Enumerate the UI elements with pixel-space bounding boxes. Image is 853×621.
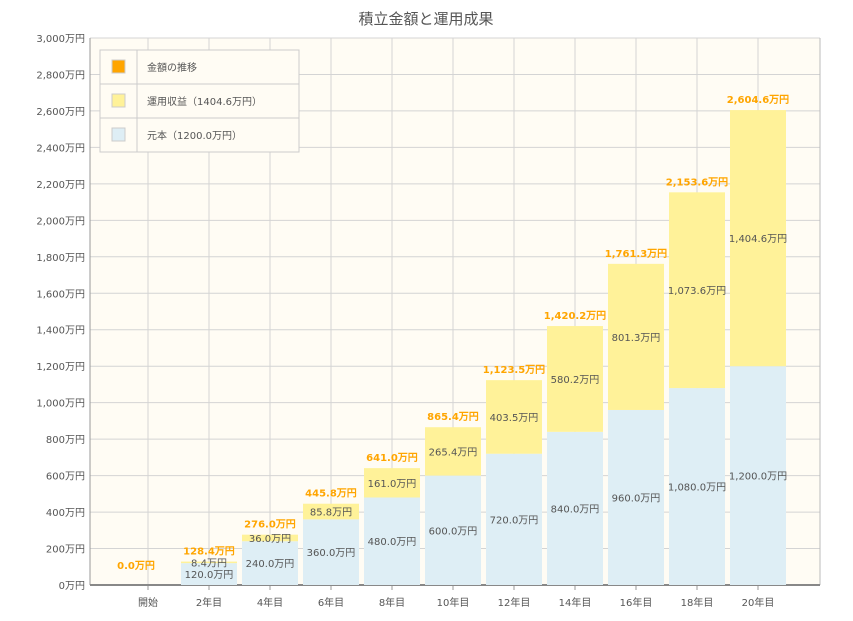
legend-swatch (111, 59, 126, 74)
x-tick-label: 10年目 (437, 596, 470, 609)
x-tick-label: 6年目 (318, 596, 344, 609)
bar-principal (669, 388, 725, 585)
y-tick-label: 2,400万円 (36, 143, 85, 154)
bar-principal (364, 497, 420, 585)
data-label-total: 865.4万円 (427, 411, 479, 423)
data-label-total: 641.0万円 (366, 452, 418, 464)
data-label-gain: 1,404.6万円 (729, 234, 787, 245)
x-tick-label: 16年目 (620, 596, 653, 609)
y-tick-label: 0万円 (59, 581, 85, 592)
data-label-gain: 265.4万円 (429, 447, 478, 458)
legend-label: 金額の推移 (147, 61, 197, 74)
bar-gain (364, 468, 420, 498)
x-tick-label: 12年目 (498, 596, 531, 609)
data-label-gain: 8.4万円 (191, 558, 227, 569)
bar-gain (486, 380, 542, 454)
x-tick-label: 14年目 (559, 596, 592, 609)
data-label-principal: 1,200.0万円 (729, 472, 787, 483)
data-label-gain: 1,073.6万円 (668, 286, 726, 297)
data-label-gain: 85.8万円 (310, 508, 352, 519)
data-label-gain: 161.0万円 (368, 479, 417, 490)
data-label-total: 1,420.2万円 (544, 310, 606, 322)
bar-principal (242, 541, 298, 585)
data-label-gain: 580.2万円 (551, 375, 600, 386)
y-tick-label: 1,400万円 (36, 326, 85, 337)
bar-principal (425, 475, 481, 585)
y-tick-label: 2,600万円 (36, 107, 85, 118)
data-label-principal: 1,080.0万円 (668, 483, 726, 494)
y-tick-label: 3,000万円 (36, 34, 85, 45)
y-tick-label: 2,000万円 (36, 216, 85, 227)
legend-swatch (111, 127, 126, 142)
legend-swatch (111, 93, 126, 108)
bar-gain (547, 326, 603, 432)
x-tick-label: 開始 (138, 596, 158, 609)
bar-principal (547, 431, 603, 585)
data-label-total: 276.0万円 (244, 519, 296, 531)
y-tick-label: 2,800万円 (36, 70, 85, 81)
data-label-principal: 720.0万円 (490, 515, 539, 526)
y-tick-label: 1,600万円 (36, 289, 85, 300)
data-label-gain: 36.0万円 (249, 534, 291, 545)
bar-gain (608, 263, 664, 410)
x-tick-label: 8年目 (379, 596, 405, 609)
bar-principal (608, 409, 664, 585)
data-label-total: 1,123.5万円 (483, 364, 545, 376)
bar-gain (669, 192, 725, 389)
data-label-total: 1,761.3万円 (605, 248, 667, 260)
data-label-principal: 120.0万円 (185, 570, 234, 581)
data-label-principal: 240.0万円 (246, 559, 295, 570)
y-tick-label: 1,000万円 (36, 399, 85, 410)
data-label-principal: 360.0万円 (307, 548, 356, 559)
data-label-principal: 480.0万円 (368, 537, 417, 548)
bar-gain (242, 534, 298, 542)
data-label-principal: 600.0万円 (429, 526, 478, 537)
data-label-total: 2,153.6万円 (666, 176, 728, 188)
y-tick-label: 400万円 (46, 508, 85, 519)
x-tick-label: 18年目 (681, 596, 714, 609)
bar-gain (730, 110, 786, 367)
data-label-total: 445.8万円 (305, 488, 357, 500)
bar-principal (181, 563, 237, 585)
bar-principal (486, 453, 542, 585)
y-tick-label: 600万円 (46, 472, 85, 483)
data-label-gain: 801.3万円 (612, 333, 661, 344)
x-tick-label: 2年目 (196, 596, 222, 609)
legend-label: 元本（1200.0万円） (147, 129, 242, 142)
y-tick-label: 1,200万円 (36, 362, 85, 373)
data-label-principal: 840.0万円 (551, 504, 600, 515)
data-label-total: 128.4万円 (183, 546, 235, 558)
bar-gain (303, 503, 359, 520)
bar-principal (730, 366, 786, 585)
bar-gain (425, 427, 481, 476)
y-tick-label: 2,200万円 (36, 180, 85, 191)
y-tick-label: 1,800万円 (36, 253, 85, 264)
bar-gain (181, 561, 237, 564)
x-tick-label: 20年目 (742, 596, 775, 609)
x-tick-label: 4年目 (257, 596, 283, 609)
legend (99, 49, 300, 153)
data-label-total: 2,604.6万円 (727, 94, 789, 106)
y-tick-label: 800万円 (46, 435, 85, 446)
data-label-total: 0.0万円 (117, 560, 155, 572)
legend-label: 運用収益（1404.6万円） (147, 95, 262, 108)
data-label-gain: 403.5万円 (490, 413, 539, 424)
bar-principal (303, 519, 359, 585)
data-label-principal: 960.0万円 (612, 493, 661, 504)
y-tick-label: 200万円 (46, 545, 85, 556)
chart-title: 積立金額と運用成果 (358, 10, 493, 28)
